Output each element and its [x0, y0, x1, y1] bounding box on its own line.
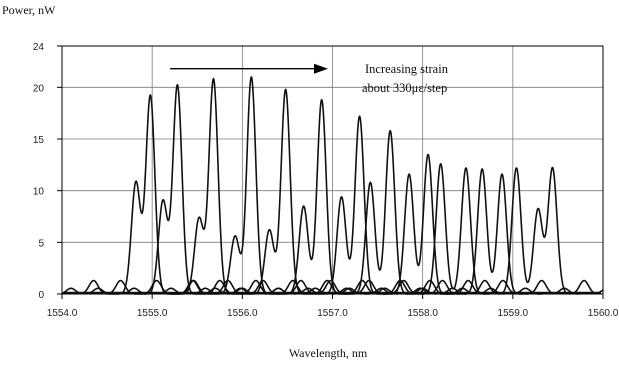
y-tick-label: 0: [38, 290, 44, 301]
spectrum-series-4: [158, 76, 329, 295]
spectrum-series-8: [293, 129, 468, 295]
grid-lines: [62, 46, 603, 294]
x-tick-label: 1560.0: [588, 308, 619, 319]
spectrum-series-5: [192, 88, 363, 295]
y-tick-label: 15: [33, 135, 45, 146]
x-tick-label: 1558.0: [407, 308, 438, 319]
y-tick-label: 20: [33, 83, 45, 94]
spectrum-series-2: [86, 83, 255, 295]
x-axis-title: Wavelength, nm: [289, 346, 368, 360]
spectrum-series-1: [61, 94, 228, 295]
spectrum-series-3: [122, 77, 291, 295]
strain-annotation: Increasing strain about 330με/step: [170, 62, 449, 95]
spectrum-series-11: [405, 168, 579, 295]
spectrum-series-7: [264, 115, 437, 295]
y-tick-label: 10: [33, 187, 45, 198]
x-tick-label: 1559.0: [498, 308, 529, 319]
axis-ticks: 1554.0 1555.0 1556.0 1557.0 1558.0 1559.0 1560…: [33, 42, 619, 319]
x-tick-label: 1556.0: [227, 308, 258, 319]
series-layer: [61, 76, 604, 295]
x-tick-label: 1555.0: [137, 308, 168, 319]
annotation-line-2: about 330με/step: [362, 81, 447, 95]
strain-arrowhead: [313, 63, 328, 74]
y-tick-label: 5: [38, 238, 44, 249]
annotation-line-1: Increasing strain: [365, 62, 449, 76]
y-axis-title: Power, nW: [2, 3, 56, 17]
spectrum-series-6: [226, 98, 399, 295]
spectrum-series-9: [332, 153, 506, 295]
spectrum-series-12: [439, 166, 604, 295]
y-tick-label: 24: [33, 42, 45, 53]
x-tick-label: 1557.0: [317, 308, 348, 319]
spectrum-series-10: [363, 163, 543, 295]
x-tick-label: 1554.0: [47, 308, 78, 319]
